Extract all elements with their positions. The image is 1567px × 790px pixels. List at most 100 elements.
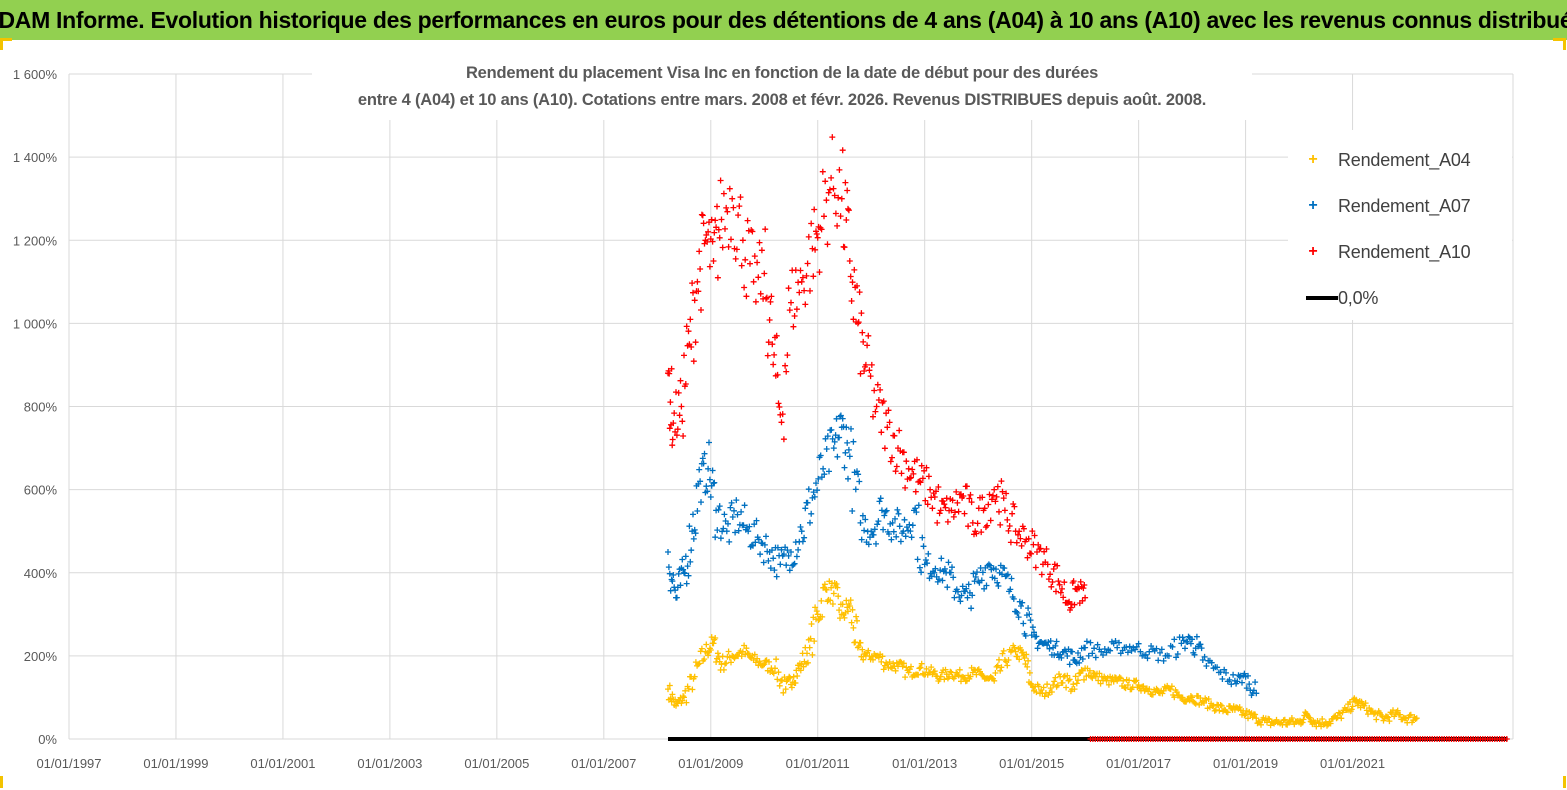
data-point — [1046, 645, 1053, 652]
y-tick-label: 0% — [38, 732, 57, 747]
data-point — [798, 528, 805, 535]
data-point — [768, 665, 775, 672]
data-point — [679, 418, 686, 425]
data-point — [886, 419, 893, 426]
data-point — [753, 517, 760, 524]
data-point — [729, 195, 736, 202]
data-point — [895, 510, 902, 517]
data-point — [802, 644, 809, 651]
data-point — [1080, 585, 1087, 592]
data-point — [987, 562, 994, 569]
data-point — [705, 228, 712, 235]
data-point — [766, 317, 773, 323]
data-point — [887, 458, 894, 465]
data-point — [940, 498, 947, 505]
data-point — [1173, 654, 1180, 661]
data-point — [1038, 571, 1045, 578]
data-point — [1075, 677, 1081, 684]
data-point — [936, 576, 942, 583]
data-point — [1252, 711, 1259, 718]
data-point — [1300, 716, 1307, 723]
data-point — [902, 674, 909, 681]
data-point — [828, 174, 835, 181]
data-point — [973, 530, 980, 537]
data-point — [860, 656, 867, 663]
data-point — [1037, 545, 1044, 552]
data-point — [1076, 659, 1083, 666]
data-point — [765, 557, 772, 564]
data-point — [968, 499, 975, 506]
data-point — [845, 608, 851, 615]
data-point — [984, 522, 991, 529]
data-point — [763, 533, 769, 540]
data-point — [1016, 528, 1023, 535]
data-point — [773, 656, 780, 663]
data-point — [886, 659, 893, 665]
data-point — [859, 646, 866, 653]
data-point — [892, 468, 899, 475]
data-point — [1049, 579, 1056, 585]
data-point — [839, 147, 846, 154]
data-point — [811, 493, 818, 500]
data-point — [1063, 684, 1070, 691]
data-point — [997, 667, 1004, 674]
data-point — [846, 258, 853, 264]
data-point — [690, 535, 697, 542]
data-point — [1060, 594, 1067, 601]
data-point — [723, 660, 730, 667]
data-point — [942, 504, 949, 511]
data-point — [1121, 684, 1128, 691]
data-point — [1005, 527, 1012, 534]
data-point — [671, 410, 678, 417]
data-point — [1236, 673, 1243, 680]
data-point — [1182, 645, 1188, 652]
data-point — [991, 486, 998, 493]
data-point — [995, 583, 1002, 589]
data-point — [894, 506, 901, 513]
data-point — [705, 652, 712, 659]
data-point — [1366, 705, 1373, 711]
data-point — [1179, 694, 1186, 701]
data-point — [716, 234, 723, 241]
data-point — [755, 274, 762, 281]
data-point — [1066, 676, 1073, 683]
data-point — [1137, 648, 1144, 655]
legend-line-zero — [1306, 296, 1338, 300]
data-point — [1349, 703, 1356, 710]
data-point — [924, 560, 931, 567]
data-point — [950, 574, 957, 581]
data-point — [669, 691, 676, 698]
data-point — [780, 436, 787, 443]
data-point — [1011, 644, 1018, 651]
data-point — [1070, 578, 1077, 585]
data-point — [844, 439, 851, 446]
data-point — [1165, 684, 1172, 691]
data-point — [677, 582, 684, 589]
data-point — [1050, 566, 1057, 572]
data-point — [847, 597, 854, 604]
data-point — [918, 660, 925, 667]
data-point — [817, 452, 824, 459]
data-point — [916, 478, 923, 485]
data-point — [1160, 657, 1167, 664]
data-point — [842, 449, 849, 456]
data-point — [816, 269, 823, 276]
data-point — [675, 570, 682, 577]
data-point — [745, 651, 752, 657]
series-rendement_a10 — [665, 134, 1089, 613]
data-point — [836, 434, 843, 441]
data-point — [841, 244, 848, 251]
data-point — [931, 494, 938, 500]
data-point — [1075, 650, 1081, 656]
data-point — [908, 663, 914, 670]
data-point — [747, 260, 753, 267]
data-point — [1081, 676, 1087, 683]
data-point — [669, 436, 676, 443]
data-point — [903, 458, 910, 465]
data-point — [888, 536, 895, 543]
data-point — [698, 307, 704, 313]
data-point — [978, 529, 985, 536]
data-point — [830, 590, 837, 597]
data-point — [828, 426, 835, 433]
data-point — [677, 377, 684, 384]
